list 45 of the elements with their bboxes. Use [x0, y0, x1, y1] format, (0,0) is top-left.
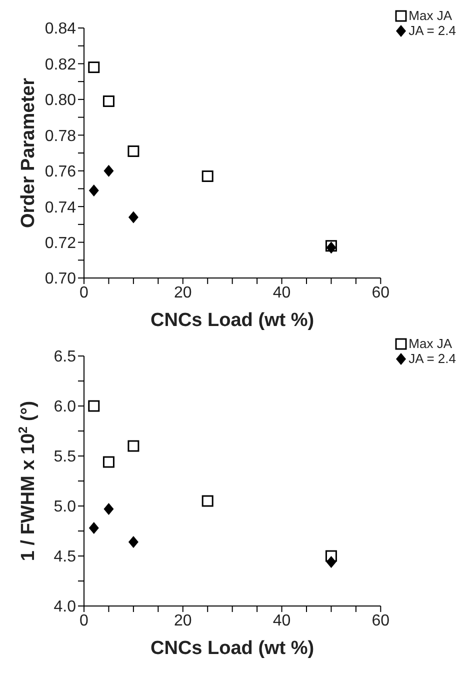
- y-tick-label: 4.5: [54, 548, 76, 566]
- y-tick-label: 0.76: [44, 164, 76, 181]
- point: [88, 184, 99, 196]
- legend-label: JA = 2.4: [408, 23, 456, 38]
- y-axis-title: Order Parameter: [18, 77, 39, 228]
- y-tick-label: 6.5: [54, 348, 76, 366]
- x-tick-label: 60: [372, 284, 390, 302]
- y-tick-label: 0.70: [44, 270, 76, 288]
- point: [88, 522, 99, 534]
- x-tick-label: 0: [80, 284, 89, 302]
- point: [128, 145, 140, 157]
- legend-label: Max JA: [408, 8, 452, 23]
- point: [128, 536, 138, 548]
- point: [102, 456, 114, 468]
- y-tick-label: 0.82: [44, 56, 76, 74]
- point: [88, 400, 100, 412]
- y-tick-label: 0.80: [44, 92, 76, 110]
- y-tick-label: 6.0: [54, 398, 76, 416]
- x-tick-label: 20: [174, 284, 192, 302]
- x-tick-label: 60: [372, 612, 390, 630]
- y-tick-label: 5.0: [54, 498, 76, 516]
- point: [88, 62, 100, 74]
- point: [102, 95, 114, 107]
- point: [104, 164, 114, 177]
- y-tick-label: 0.72: [44, 234, 76, 252]
- x-tick-label: 20: [174, 612, 192, 630]
- y-tick-label: 0.84: [44, 20, 76, 38]
- y-tick-label: 4.0: [54, 598, 76, 616]
- legend-label: JA = 2.4: [408, 351, 456, 366]
- point: [104, 503, 114, 515]
- x-axis-title: CNCs Load (wt %): [150, 310, 314, 331]
- legend-label: Max JA: [408, 336, 452, 351]
- point: [326, 556, 336, 568]
- x-tick-label: 0: [80, 612, 89, 630]
- x-tick-label: 40: [272, 612, 291, 630]
- point: [202, 170, 214, 182]
- point: [325, 550, 337, 562]
- point: [202, 495, 214, 507]
- x-tick-label: 40: [272, 284, 291, 302]
- x-axis-title: CNCs Load (wt %): [150, 638, 314, 659]
- point: [128, 440, 140, 452]
- point: [128, 211, 138, 224]
- y-tick-label: 0.74: [44, 199, 76, 216]
- y-tick-label: 5.5: [54, 448, 76, 466]
- y-tick-label: 0.78: [44, 128, 76, 145]
